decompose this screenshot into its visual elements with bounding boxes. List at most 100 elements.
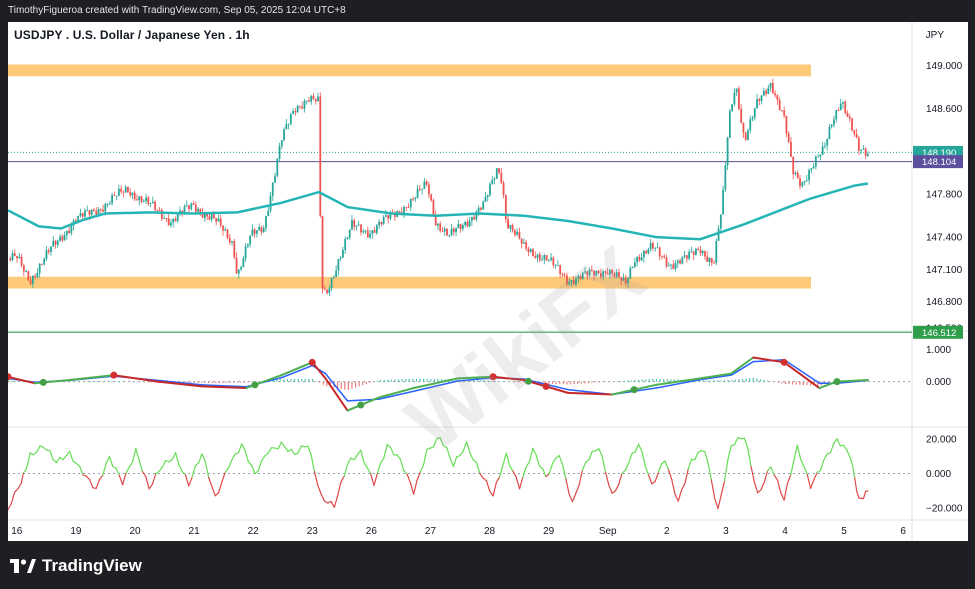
- oscillator-line-segment: [664, 460, 669, 471]
- candle-body: [728, 110, 731, 138]
- oscillator-tick-label: −20.000: [926, 504, 963, 515]
- candle-body: [568, 282, 571, 285]
- candle-body: [414, 197, 417, 200]
- oscillator-line-segment: [98, 474, 104, 481]
- time-tick-label: 6: [900, 526, 906, 537]
- candle-body: [586, 271, 589, 276]
- oscillator-line-segment: [472, 459, 478, 464]
- candle-body: [371, 230, 374, 234]
- oscillator-line-segment: [413, 479, 418, 495]
- oscillator-line-segment: [327, 500, 332, 504]
- oscillator-line-segment: [360, 449, 365, 464]
- tradingview-logo[interactable]: TradingView: [10, 556, 142, 576]
- candle-body: [561, 274, 564, 275]
- macd-cross-marker-red: [542, 382, 550, 390]
- green-line-tag: 146.512: [922, 328, 956, 339]
- candle-body: [378, 221, 381, 226]
- candle-body: [36, 272, 39, 278]
- candle-body: [835, 109, 838, 120]
- candle-body: [742, 122, 745, 133]
- candle-body: [778, 99, 781, 111]
- candle-body: [556, 265, 559, 266]
- candle-body: [719, 214, 722, 229]
- candle-body: [389, 212, 392, 219]
- price-tick-label: 147.400: [926, 233, 963, 244]
- candle-body: [765, 90, 767, 94]
- candle-body: [174, 218, 177, 222]
- candle-body: [246, 244, 249, 247]
- oscillator-line-segment: [770, 466, 775, 476]
- candle-body: [11, 253, 14, 260]
- candle-body: [679, 260, 681, 264]
- candle-body: [323, 288, 326, 290]
- oscillator-line-segment: [671, 478, 676, 495]
- candle-body: [710, 258, 713, 263]
- macd-line-segment: [655, 377, 702, 386]
- oscillator-line-segment: [598, 448, 603, 458]
- oscillator-line-segment: [776, 479, 782, 494]
- candle-body: [805, 180, 808, 182]
- candle-body: [769, 82, 772, 88]
- oscillator-line-segment: [75, 462, 81, 467]
- candle-body: [240, 267, 242, 270]
- candle-body: [423, 181, 426, 189]
- chart-panel[interactable]: 149.000 148.600 147.800 147.400 147.100 146.8…: [8, 22, 968, 541]
- oscillator-line-segment: [188, 476, 193, 487]
- oscillator-line-segment: [796, 444, 802, 460]
- chart-caption: TimothyFigueroa created with TradingView…: [0, 0, 975, 22]
- chart-svg[interactable]: 149.000 148.600 147.800 147.400 147.100 146.8…: [8, 22, 968, 541]
- oscillator-line-segment: [647, 474, 653, 485]
- candle-body: [138, 196, 141, 201]
- oscillator-line-segment: [108, 455, 114, 467]
- oscillator-line-segment: [330, 500, 335, 508]
- candle-body: [452, 228, 455, 233]
- candle-body: [776, 95, 779, 100]
- macd-signal-line-segment: [783, 359, 821, 384]
- oscillator-line-segment: [723, 459, 729, 482]
- candle-body: [715, 240, 718, 263]
- candle-body: [446, 228, 448, 236]
- candle-body: [685, 255, 688, 259]
- macd-signal-line-segment: [157, 379, 203, 386]
- oscillator-line-segment: [399, 458, 405, 472]
- macd-line-segment: [68, 374, 115, 381]
- oscillator-line-segment: [138, 459, 144, 473]
- candle-body: [751, 117, 754, 120]
- candle-body: [258, 226, 261, 231]
- oscillator-line-segment: [191, 465, 197, 478]
- oscillator-line-segment: [644, 465, 650, 476]
- candle-body: [357, 224, 360, 226]
- oscillator-line-segment: [631, 451, 636, 455]
- candle-body: [507, 219, 510, 229]
- candle-body: [418, 188, 421, 190]
- candle-body: [156, 209, 159, 211]
- price-tick-label: 147.100: [926, 265, 963, 276]
- oscillator-line-segment: [310, 454, 316, 473]
- candle-body: [314, 98, 317, 102]
- oscillator-line-segment: [356, 449, 362, 456]
- candle-body: [652, 243, 654, 249]
- candle-body: [846, 112, 849, 117]
- candle-body: [543, 255, 546, 260]
- candle-body: [86, 210, 89, 212]
- candle-body: [50, 246, 52, 253]
- candle-body: [224, 229, 227, 231]
- oscillator-line-segment: [17, 482, 22, 490]
- oscillator-line-segment: [680, 482, 686, 491]
- macd-line-segment: [412, 377, 459, 390]
- macd-line-segment: [492, 375, 525, 381]
- candle-body: [448, 234, 451, 236]
- oscillator-line-segment: [323, 500, 329, 504]
- candle-body: [656, 247, 659, 249]
- candle-body: [577, 275, 580, 279]
- candle-body: [525, 242, 528, 249]
- candle-body: [63, 235, 66, 241]
- candle-body: [346, 237, 349, 239]
- candle-body: [839, 103, 842, 111]
- oscillator-line-segment: [171, 452, 177, 461]
- candle-body: [706, 256, 709, 262]
- candle-body: [502, 182, 505, 196]
- oscillator-line-segment: [614, 483, 620, 492]
- candle-body: [559, 265, 562, 275]
- candle-body: [81, 213, 84, 217]
